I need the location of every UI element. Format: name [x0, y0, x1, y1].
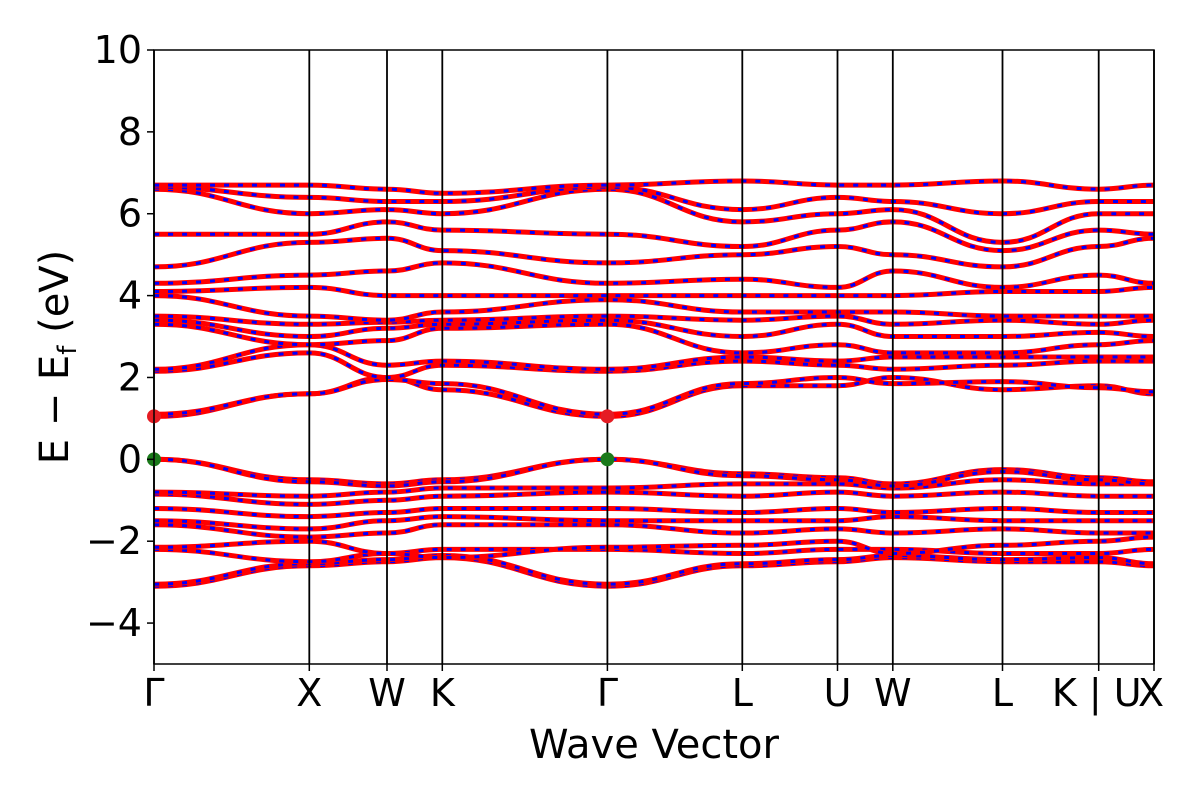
x-axis-label: Wave Vector — [529, 722, 780, 768]
band-line-dash-23 — [153, 187, 1154, 244]
x-tick-label-7: W — [874, 671, 912, 715]
x-tick-label-5: L — [732, 671, 753, 715]
y-tick-label-0: −4 — [86, 601, 142, 645]
band-line-dash-10 — [153, 457, 1155, 488]
band-line-dash-3 — [153, 535, 1155, 560]
band-line-dash-19 — [153, 285, 1155, 298]
x-tick-label-10: X — [1138, 671, 1164, 715]
band-line-dash-5 — [153, 515, 1154, 531]
band-line-dash-1 — [153, 553, 1155, 586]
band-line-dash-18 — [153, 294, 1154, 322]
y-axis-label: E − Ef (eV) — [32, 250, 83, 465]
band-line-dash-2 — [153, 547, 1155, 564]
x-tick-label-6: U — [824, 671, 852, 715]
band-line-dash-22 — [154, 220, 1155, 253]
x-tick-label-2: W — [368, 671, 406, 715]
y-axis-label-main: E − E — [32, 355, 78, 465]
band-line-dash-4 — [153, 523, 1154, 539]
y-axis-ticks: −4 −2 0 2 4 6 8 10 — [86, 28, 154, 645]
x-tick-label-9: K | U — [1052, 671, 1142, 716]
y-tick-label-5: 6 — [118, 192, 142, 236]
y-tick-label-2: 0 — [118, 437, 142, 481]
y-tick-label-7: 10 — [94, 28, 142, 72]
plot-frame — [153, 49, 1155, 665]
band-line-dash-7 — [153, 490, 1154, 506]
band-line-dash-16 — [153, 318, 1155, 339]
x-tick-label-4: Γ — [597, 671, 618, 715]
band-line-dash-25 — [153, 179, 1155, 195]
y-tick-label-4: 4 — [118, 274, 142, 318]
band-line-dash-12 — [153, 375, 1155, 416]
band-line-15 — [153, 321, 1155, 356]
y-tick-label-1: −2 — [86, 519, 142, 563]
x-tick-label-8: L — [992, 671, 1013, 715]
band-line-dash-21 — [153, 236, 1155, 269]
band-line-dash-17 — [153, 314, 1155, 326]
y-tick-label-6: 8 — [118, 110, 142, 154]
x-tick-label-0: Γ — [143, 671, 164, 715]
x-tick-label-1: X — [296, 671, 322, 715]
y-axis-label-unit: (eV) — [32, 250, 78, 346]
band-line-14 — [153, 342, 1154, 372]
y-axis-label-subscript: f — [53, 345, 83, 355]
x-tick-label-3: K — [430, 671, 456, 715]
band-line-dash-24 — [153, 185, 1154, 216]
vbm-marker-3 — [600, 452, 615, 467]
y-tick-label-3: 2 — [118, 355, 142, 399]
band-line-dash-8 — [153, 478, 1154, 498]
bands-layer — [153, 178, 1155, 589]
band-line-dash-6 — [153, 506, 1154, 519]
band-line-dash-20 — [153, 261, 1155, 289]
band-line-13 — [153, 350, 1154, 381]
cbm-marker-2 — [600, 409, 615, 424]
